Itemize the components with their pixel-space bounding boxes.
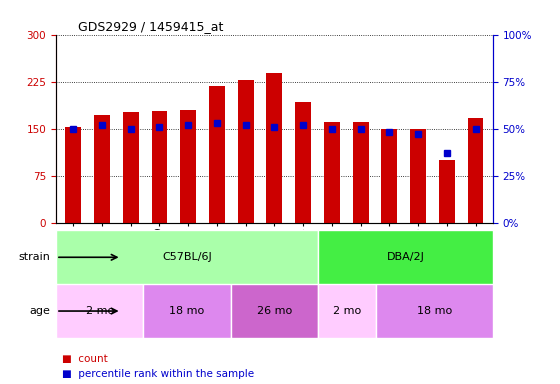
Text: age: age: [30, 306, 50, 316]
Bar: [410, 129, 426, 223]
Text: 2 mo: 2 mo: [86, 306, 114, 316]
Bar: [66, 127, 81, 223]
Text: 18 mo: 18 mo: [170, 306, 204, 316]
Bar: [439, 160, 455, 223]
Bar: [56, 230, 318, 284]
Bar: [376, 284, 493, 338]
Text: GDS2929 / 1459415_at: GDS2929 / 1459415_at: [78, 20, 223, 33]
Bar: [324, 122, 340, 223]
Bar: [152, 111, 167, 223]
Text: 26 mo: 26 mo: [257, 306, 292, 316]
Bar: [180, 110, 196, 223]
Text: ■  count: ■ count: [62, 354, 108, 364]
Text: C57BL/6J: C57BL/6J: [162, 252, 212, 262]
Bar: [231, 284, 318, 338]
Bar: [94, 115, 110, 223]
Bar: [123, 112, 139, 223]
Bar: [318, 230, 493, 284]
Bar: [267, 73, 282, 223]
Text: DBA/2J: DBA/2J: [386, 252, 424, 262]
Bar: [468, 118, 483, 223]
Bar: [295, 102, 311, 223]
Bar: [318, 284, 376, 338]
Bar: [353, 122, 368, 223]
Bar: [143, 284, 231, 338]
Text: 2 mo: 2 mo: [333, 306, 361, 316]
Text: ■  percentile rank within the sample: ■ percentile rank within the sample: [62, 369, 254, 379]
Text: strain: strain: [18, 252, 50, 262]
Bar: [238, 80, 254, 223]
Text: 18 mo: 18 mo: [417, 306, 452, 316]
Bar: [381, 129, 397, 223]
Bar: [56, 284, 143, 338]
Bar: [209, 86, 225, 223]
